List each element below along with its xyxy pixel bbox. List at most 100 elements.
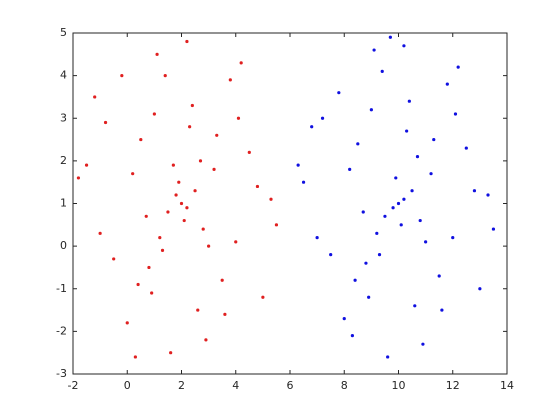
- point: [337, 91, 341, 95]
- point: [415, 155, 420, 159]
- point: [185, 39, 189, 44]
- point: [315, 236, 319, 240]
- point: [437, 274, 441, 278]
- point: [177, 180, 181, 184]
- y-tick-label: 3: [60, 111, 67, 124]
- point: [112, 257, 116, 261]
- point: [215, 133, 219, 137]
- point: [369, 108, 373, 112]
- x-tick-label: 10: [392, 379, 406, 392]
- point: [296, 163, 300, 167]
- point: [440, 308, 444, 312]
- point: [380, 69, 384, 73]
- point: [310, 125, 314, 129]
- point: [491, 227, 496, 231]
- point: [155, 52, 159, 56]
- point: [174, 193, 178, 197]
- point: [445, 82, 449, 86]
- point: [361, 210, 365, 214]
- point: [377, 253, 382, 257]
- point: [220, 278, 224, 282]
- point: [152, 112, 156, 116]
- point: [353, 278, 357, 282]
- point: [204, 338, 208, 342]
- plot-box: [72, 32, 508, 375]
- point: [182, 218, 186, 223]
- point: [212, 167, 216, 171]
- y-tick-label: 0: [60, 239, 67, 252]
- x-tick-label: 12: [446, 379, 460, 392]
- point: [160, 248, 165, 252]
- point: [413, 304, 417, 308]
- point: [207, 244, 211, 248]
- point: [163, 74, 167, 78]
- point: [247, 150, 251, 154]
- point: [453, 112, 458, 116]
- point: [103, 120, 108, 125]
- point: [236, 116, 241, 120]
- point: [188, 125, 192, 129]
- point: [190, 103, 194, 108]
- point: [301, 180, 306, 184]
- point: [472, 189, 477, 193]
- point: [201, 227, 205, 231]
- point: [76, 176, 81, 180]
- point: [372, 48, 376, 52]
- y-tick-label: -2: [56, 324, 67, 337]
- y-tick-label: 2: [60, 154, 67, 167]
- x-tick-label: 2: [178, 379, 185, 392]
- point: [185, 206, 189, 210]
- point: [407, 99, 411, 103]
- x-tick-label: 4: [232, 379, 239, 392]
- point: [418, 218, 422, 223]
- point: [329, 253, 333, 257]
- point: [388, 35, 392, 39]
- point: [399, 223, 403, 227]
- point: [356, 142, 360, 146]
- point: [342, 316, 346, 321]
- y-tick-label: -1: [56, 282, 67, 295]
- point: [193, 189, 197, 193]
- y-tick-label: 1: [60, 197, 67, 210]
- point: [223, 312, 227, 316]
- point: [120, 74, 124, 78]
- point: [350, 334, 354, 338]
- point: [478, 287, 482, 291]
- point: [133, 355, 137, 359]
- point: [139, 137, 143, 142]
- point: [320, 116, 325, 120]
- point: [348, 167, 352, 171]
- point: [269, 197, 273, 201]
- point: [131, 172, 135, 176]
- point: [198, 159, 203, 163]
- y-tick-label: 5: [60, 26, 67, 39]
- point: [364, 261, 368, 265]
- point: [98, 231, 102, 235]
- point: [386, 355, 390, 359]
- point: [274, 223, 279, 227]
- point: [144, 214, 148, 218]
- point: [150, 291, 154, 295]
- point: [486, 193, 490, 197]
- point: [456, 65, 460, 69]
- point: [166, 210, 170, 214]
- point: [421, 342, 425, 346]
- x-tick-label: 0: [124, 379, 131, 392]
- x-tick-label: -2: [68, 379, 79, 392]
- point: [410, 189, 414, 193]
- point: [228, 78, 232, 82]
- point: [158, 236, 162, 240]
- point: [196, 308, 200, 312]
- point: [255, 184, 260, 189]
- point: [429, 172, 433, 176]
- point: [383, 214, 387, 218]
- point: [424, 240, 428, 244]
- point: [84, 163, 89, 167]
- point: [375, 231, 379, 235]
- point: [405, 129, 409, 133]
- x-tick-label: 14: [500, 379, 514, 392]
- point: [179, 201, 184, 206]
- point: [261, 295, 265, 299]
- point: [402, 197, 406, 201]
